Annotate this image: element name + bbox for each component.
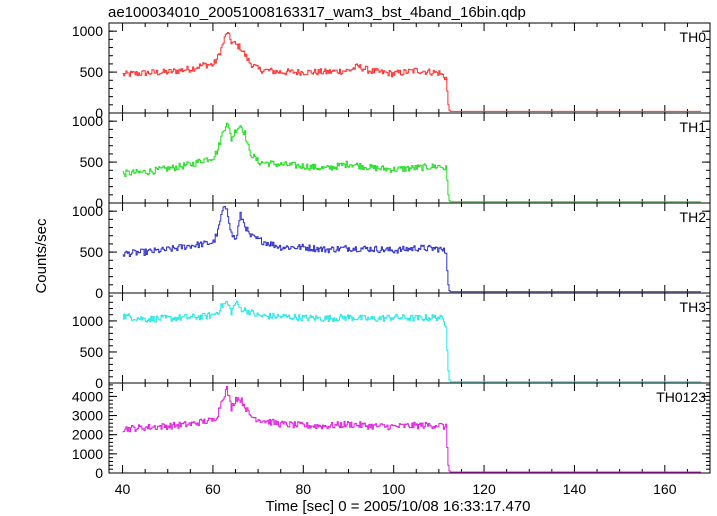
panel-frame [108,112,711,204]
x-tick-label: 60 [205,481,221,497]
y-tick-label: 500 [80,154,104,170]
x-tick-label: 40 [115,481,131,497]
x-tick-label: 120 [472,481,496,497]
y-tick-label: 0 [95,195,103,211]
band-label-th1: TH1 [680,119,707,135]
band-label-th2: TH2 [680,209,707,225]
y-tick-label: 1000 [72,113,103,129]
series-th3-line [122,300,701,383]
y-tick-label: 500 [80,344,104,360]
y-tick-label: 0 [95,465,103,481]
chart-title: ae100034010_20051008163317_wam3_bst_4ban… [108,4,526,21]
y-tick-label: 1000 [72,23,103,39]
y-tick-label: 3000 [72,408,103,424]
y-tick-label: 500 [80,244,104,260]
series-th0-line [122,32,701,112]
y-tick-label: 1000 [72,203,103,219]
panel-frame [108,292,711,384]
y-tick-label: 4000 [72,388,103,404]
y-axis-label: Counts/sec [33,218,50,294]
series-th1-line [122,122,701,203]
band-label-th3: TH3 [680,299,707,315]
series-th0123-line [122,386,701,473]
y-tick-label: 500 [80,64,104,80]
panel-frame [108,382,711,474]
x-tick-label: 140 [563,481,587,497]
y-tick-label: 0 [95,105,103,121]
y-tick-label: 2000 [72,427,103,443]
x-tick-label: 80 [296,481,312,497]
y-tick-label: 0 [95,375,103,391]
x-axis-label: Time [sec] 0 = 2005/10/08 16:33:17.470 [265,498,530,515]
x-tick-label: 100 [382,481,406,497]
x-tick-label: 160 [653,481,677,497]
band-label-th0: TH0 [680,29,707,45]
y-tick-label: 1000 [72,313,103,329]
y-tick-label: 0 [95,285,103,301]
band-label-th0123: TH0123 [656,389,706,405]
y-tick-label: 1000 [72,446,103,462]
series-th2-line [122,206,701,293]
